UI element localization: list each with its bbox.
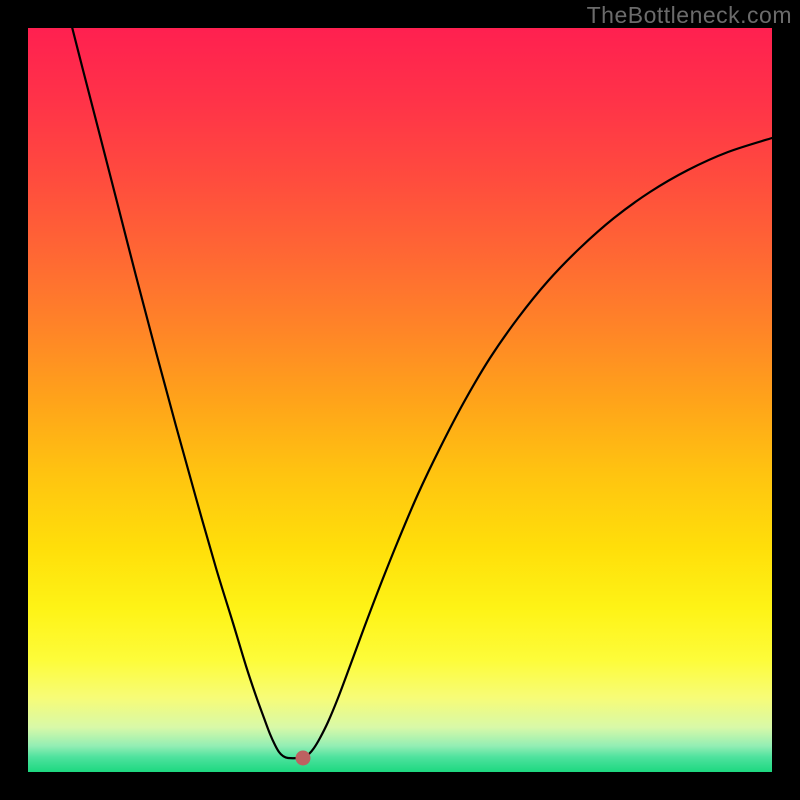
chart-container: TheBottleneck.com: [0, 0, 800, 800]
plot-svg: [28, 28, 772, 772]
plot-area: [28, 28, 772, 772]
watermark-text: TheBottleneck.com: [587, 2, 792, 29]
minimum-marker: [296, 751, 310, 765]
gradient-background: [28, 28, 772, 772]
